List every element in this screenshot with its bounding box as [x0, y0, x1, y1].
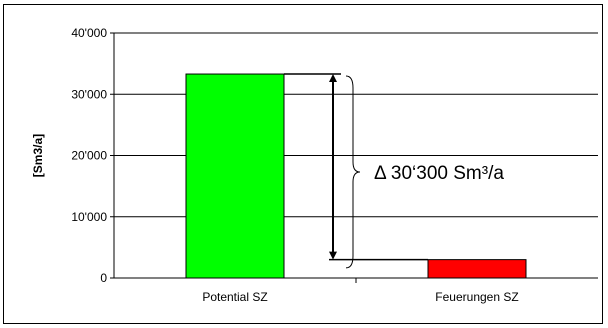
bar-2: [427, 259, 527, 279]
y-tick-labels: 0 10'000 20'000 30'000 40'000: [71, 26, 107, 285]
x-tick-labels: Potential SZ Feuerungen SZ: [202, 290, 518, 304]
difference-annotation: Δ 30‘300 Sm³/a: [284, 73, 504, 269]
y-tick-label: 40'000: [71, 26, 107, 40]
annotation-label: Δ 30‘300 Sm³/a: [374, 163, 504, 184]
y-tick-label: 20'000: [71, 149, 107, 163]
annotation-arrow-head-bottom: [329, 251, 337, 260]
y-tick-label: 10'000: [71, 210, 107, 224]
annotation-arrow-head-top: [329, 74, 337, 83]
y-axis-label: [Sm3/a]: [31, 134, 45, 177]
y-tick-label: 0: [100, 271, 107, 285]
x-tick-label: Feuerungen SZ: [435, 290, 518, 304]
y-tick-label: 30'000: [71, 87, 107, 101]
axes: [110, 32, 598, 283]
annotation-brace: [345, 75, 361, 269]
bar-1: [185, 73, 285, 279]
x-tick-label: Potential SZ: [202, 290, 267, 304]
